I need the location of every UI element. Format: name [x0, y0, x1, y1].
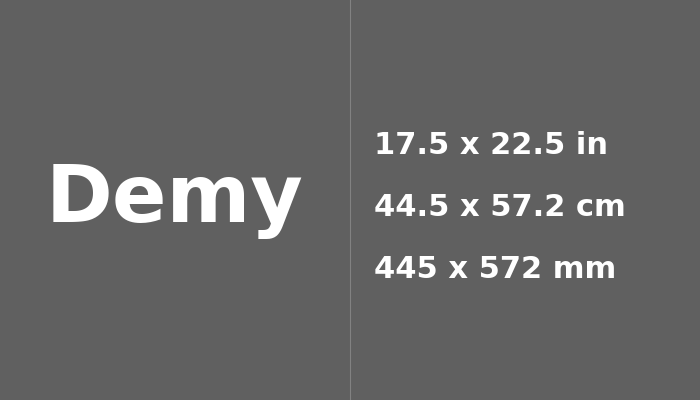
Text: Demy: Demy — [46, 161, 304, 239]
Text: 44.5 x 57.2 cm: 44.5 x 57.2 cm — [374, 194, 626, 222]
Text: 17.5 x 22.5 in: 17.5 x 22.5 in — [374, 132, 608, 160]
Text: 445 x 572 mm: 445 x 572 mm — [374, 256, 617, 284]
